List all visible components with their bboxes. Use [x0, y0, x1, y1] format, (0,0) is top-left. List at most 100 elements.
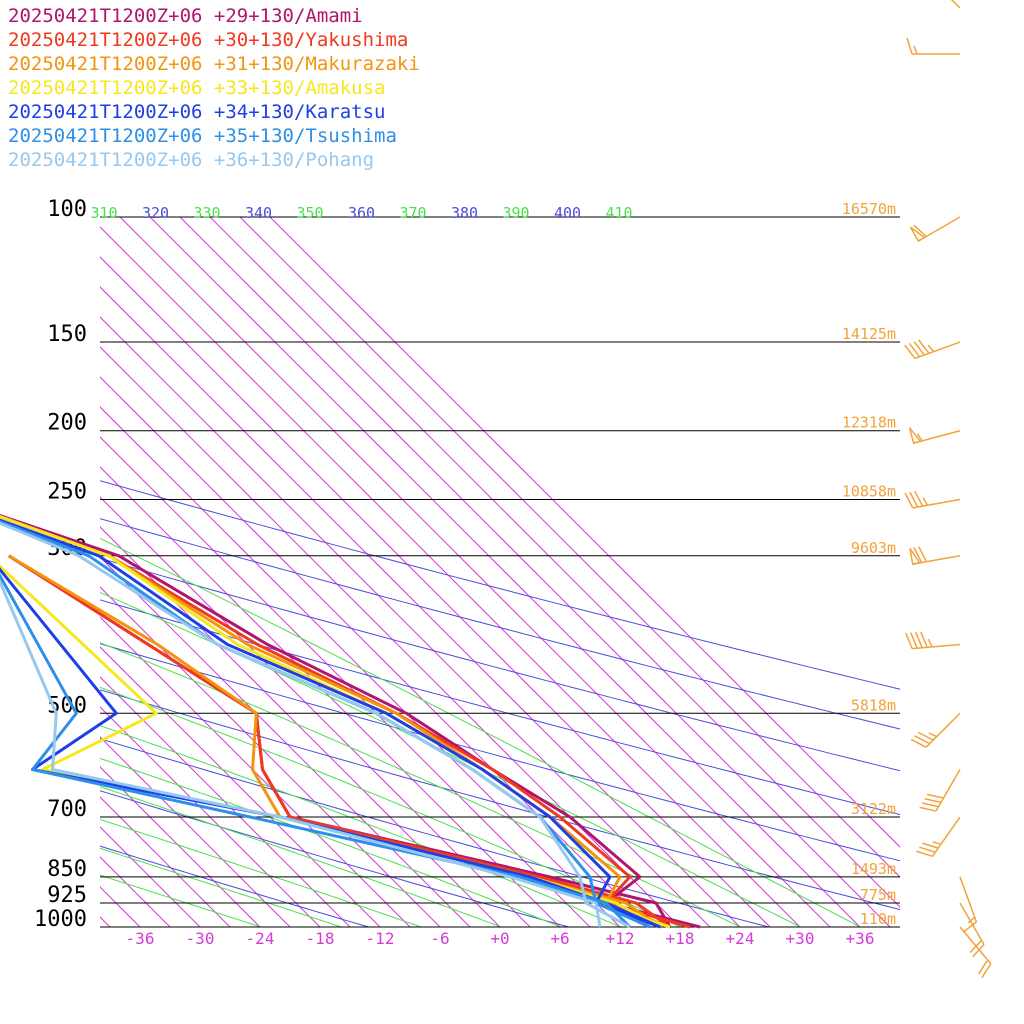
pressure-label: 1000 [34, 907, 87, 932]
legend-entry: 20250421T1200Z+06 +30+130/Yakushima [8, 29, 409, 51]
wind-barb-feather [913, 341, 925, 356]
isotherm-line [149, 217, 861, 927]
wind-barb-feather [924, 797, 942, 804]
isotherm-line [100, 436, 591, 927]
wind-barb-feather [981, 963, 992, 979]
wind-barb-feather [913, 547, 923, 563]
theta-label: 380 [451, 204, 478, 222]
isotherm-line [100, 256, 771, 927]
temperature-tick-label: -12 [366, 929, 395, 948]
wind-barb-staff [931, 816, 961, 857]
isotherm-line [100, 796, 231, 927]
height-label: 110m [860, 910, 896, 928]
wind-barb-staff [914, 341, 961, 360]
isotherm-line [100, 586, 441, 927]
moist-adiabat-line [100, 591, 802, 927]
theta-label: 370 [399, 204, 426, 222]
isotherm-lines [100, 217, 900, 927]
isotherm-line [100, 286, 741, 927]
wind-barb [909, 546, 961, 565]
pressure-label: 850 [47, 857, 87, 882]
wind-barb-feather [917, 731, 934, 741]
dry-adiabat-line [100, 599, 900, 816]
theta-label: 350 [296, 204, 323, 222]
temperature-tick-label: +0 [490, 929, 509, 948]
wind-barb-staff [912, 498, 961, 509]
wind-barb-feather [922, 842, 939, 849]
theta-label: 320 [142, 204, 169, 222]
pressure-label: 250 [47, 480, 87, 505]
moist-adiabat-line [100, 642, 742, 927]
wind-barb-staff [935, 769, 961, 812]
dewpoint-profile [0, 578, 602, 928]
legend-entry: 20250421T1200Z+06 +31+130/Makurazaki [8, 53, 420, 75]
wind-barb [919, 769, 961, 812]
isotherm-line [100, 646, 381, 927]
isotherm-line [209, 217, 900, 908]
isotherm-line [100, 736, 291, 927]
height-label: 3122m [851, 800, 896, 818]
dry-adiabat-line [100, 845, 371, 927]
wind-barb-half-feather [928, 732, 937, 738]
wind-barb-feather [920, 631, 928, 648]
wind-barb-feather [972, 944, 985, 958]
wind-barb [906, 37, 960, 55]
temperature-tick-label: +24 [726, 929, 755, 948]
theta-label: 390 [502, 204, 529, 222]
isotherm-line [100, 316, 711, 927]
height-label: 1493m [851, 860, 896, 878]
isotherm-line [100, 826, 201, 927]
wind-barb-feather [906, 37, 913, 55]
isotherm-line [239, 217, 900, 878]
legend-entry: 20250421T1200Z+06 +34+130/Karatsu [8, 101, 386, 123]
wind-barb-staff [925, 712, 961, 748]
theta-label: 400 [554, 204, 581, 222]
isobar-lines [100, 216, 900, 928]
wind-barb-half-feather [927, 638, 933, 648]
moist-adiabat-line [100, 847, 343, 927]
wind-barb-feather [905, 632, 913, 649]
wind-barb-feather [977, 959, 989, 975]
height-label: 9603m [851, 539, 896, 557]
height-label: 5818m [851, 696, 896, 714]
wind-barb [916, 816, 961, 858]
wind-barb-pennant [909, 226, 926, 243]
temperature-profile [0, 513, 701, 929]
wind-barb [950, 0, 961, 9]
height-label: 10858m [842, 483, 896, 501]
moist-adiabat-line [100, 786, 503, 927]
wind-barb-half-feather [967, 916, 976, 924]
wind-barb-half-feather [922, 497, 929, 506]
wind-barb-half-feather [927, 344, 935, 353]
dry-adiabat-lines [100, 480, 900, 927]
isotherm-line [100, 496, 531, 927]
height-label: 16570m [842, 200, 896, 218]
wind-barb-feather [904, 492, 914, 509]
wind-barb-feather [910, 632, 918, 649]
wind-barb-pennant [909, 547, 921, 565]
moist-adiabat-line [100, 537, 862, 927]
wind-barb-feather [914, 490, 924, 507]
wind-barb-feather [915, 631, 923, 649]
temperature-tick-label: -18 [306, 929, 335, 948]
dewpoint-profile [8, 554, 661, 929]
pressure-label: 925 [47, 883, 87, 908]
legend-entry: 20250421T1200Z+06 +35+130/Tsushima [8, 125, 397, 147]
temperature-profile [0, 515, 691, 929]
dry-adiabat-line [100, 643, 900, 862]
wind-barb [904, 490, 961, 509]
wind-barb-feather [962, 921, 977, 933]
isotherm-line [100, 766, 261, 927]
wind-barb-staff [959, 902, 985, 945]
wind-barb-feather [904, 344, 916, 359]
isotherm-line [100, 466, 561, 927]
temperature-tick-label: +36 [846, 929, 875, 948]
wind-barb [959, 926, 992, 979]
legend: 20250421T1200Z+06 +29+130/Amami 20250421T… [8, 4, 420, 172]
pressure-label: 700 [47, 797, 87, 822]
theta-label: 410 [605, 204, 632, 222]
isotherm-line [100, 226, 801, 927]
dry-adiabat-line [100, 689, 900, 911]
